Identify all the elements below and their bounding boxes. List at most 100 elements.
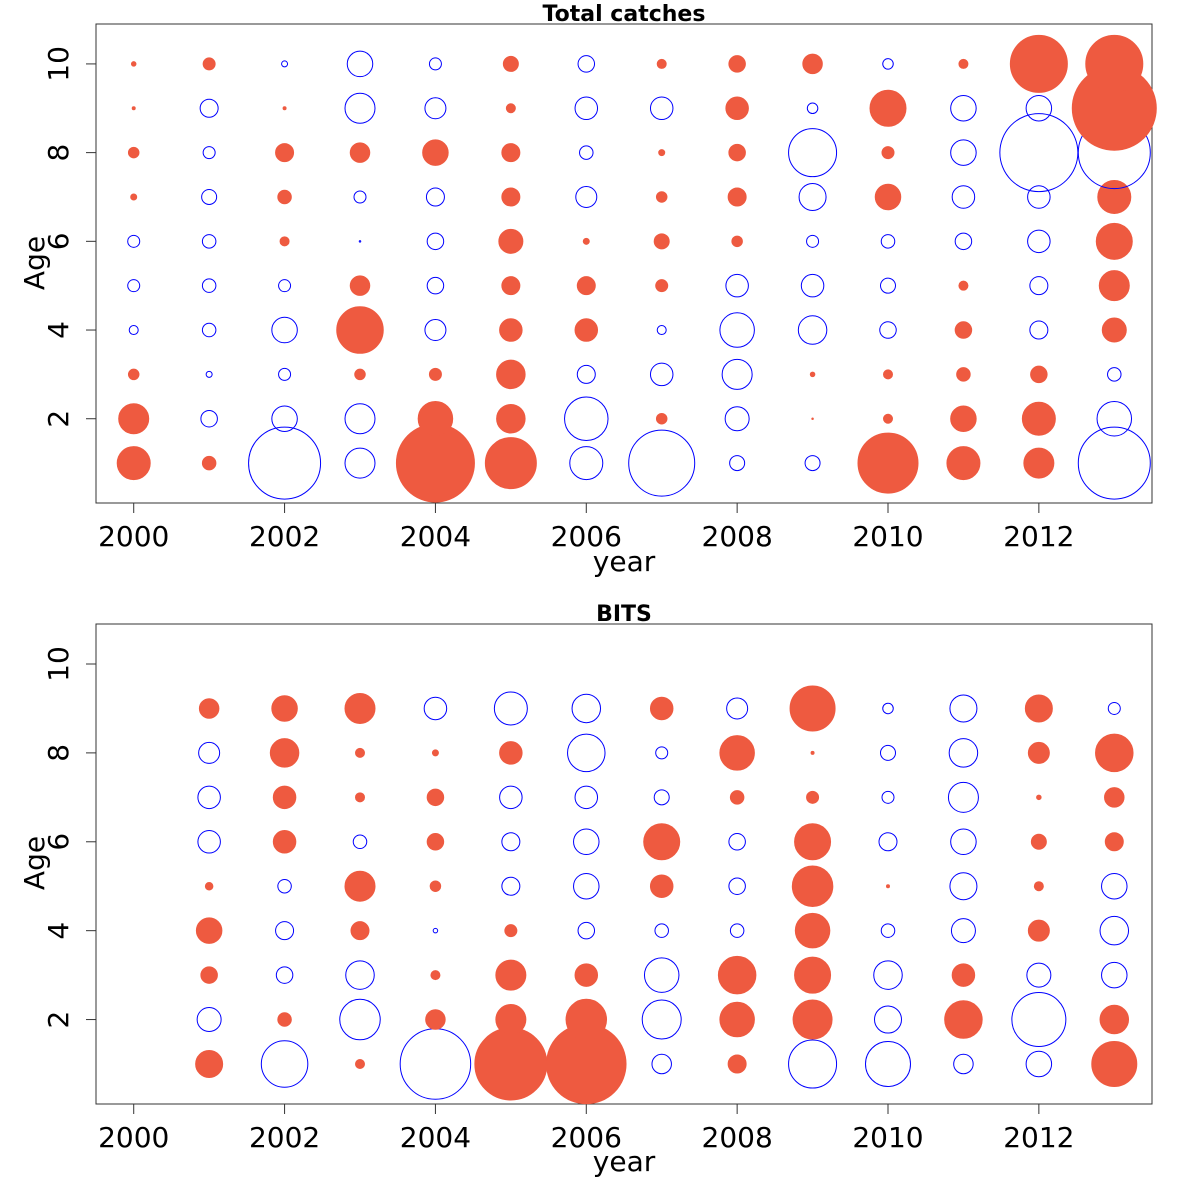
x-tick-label: 2008	[702, 520, 773, 553]
x-tick-label: 2010	[852, 1121, 923, 1154]
x-tick-label: 2006	[551, 1121, 622, 1154]
positive-residual-bubble	[496, 403, 526, 434]
positive-residual-bubble	[202, 57, 216, 71]
negative-residual-bubble	[339, 998, 381, 1041]
negative-residual-bubble	[275, 966, 294, 984]
positive-residual-bubble	[869, 89, 907, 127]
x-tick-label: 2000	[98, 520, 169, 553]
positive-residual-bubble	[951, 963, 976, 987]
negative-residual-bubble	[949, 872, 978, 901]
negative-residual-bubble	[1027, 229, 1051, 254]
negative-residual-bubble	[729, 455, 746, 472]
negative-residual-bubble	[880, 923, 896, 938]
positive-residual-bubble	[806, 790, 820, 804]
positive-residual-bubble	[195, 1050, 224, 1078]
positive-residual-bubble	[201, 455, 217, 471]
negative-residual-bubble	[719, 312, 755, 348]
negative-residual-bubble	[501, 876, 521, 896]
negative-residual-bubble	[953, 1053, 974, 1075]
negative-residual-bubble	[358, 240, 362, 243]
positive-residual-bubble	[789, 685, 836, 732]
negative-residual-bubble	[571, 693, 602, 724]
positive-residual-bubble	[1027, 919, 1050, 942]
x-tick-label: 2004	[400, 1121, 471, 1154]
x-tick-label: 2010	[852, 520, 923, 553]
positive-residual-bubble	[1030, 365, 1048, 384]
negative-residual-bubble	[574, 96, 599, 121]
negative-residual-bubble	[344, 447, 376, 479]
negative-residual-bubble	[874, 1005, 902, 1034]
negative-residual-bubble	[641, 999, 682, 1040]
y-tick-label: 4	[42, 922, 75, 940]
positive-residual-bubble	[643, 823, 681, 861]
negative-residual-bubble	[425, 187, 445, 207]
positive-residual-bubble	[417, 400, 454, 437]
positive-residual-bubble	[958, 280, 969, 291]
negative-residual-bubble	[199, 98, 219, 118]
negative-residual-bubble	[352, 834, 368, 850]
positive-residual-bubble	[430, 970, 441, 981]
x-axis-label: year	[593, 1145, 656, 1178]
positive-residual-bubble	[729, 790, 745, 805]
positive-residual-bubble	[195, 917, 223, 944]
negative-residual-bubble	[880, 277, 896, 294]
negative-residual-bubble	[501, 832, 521, 852]
plot-frame	[95, 23, 1153, 504]
negative-residual-bubble	[344, 92, 376, 124]
negative-residual-bubble	[788, 128, 838, 178]
negative-residual-bubble	[127, 234, 141, 248]
negative-residual-bubble	[797, 315, 828, 345]
negative-residual-bubble	[1099, 915, 1130, 946]
negative-residual-bubble	[345, 960, 375, 990]
positive-residual-bubble	[272, 830, 297, 854]
negative-residual-bubble	[271, 316, 298, 344]
positive-residual-bubble	[717, 955, 757, 995]
x-tick-label: 2004	[400, 520, 471, 553]
negative-residual-bubble	[423, 696, 448, 721]
negative-residual-bubble	[655, 746, 669, 760]
positive-residual-bubble	[1085, 34, 1144, 93]
positive-residual-bubble	[954, 321, 973, 339]
negative-residual-bubble	[248, 426, 322, 500]
negative-residual-bubble	[649, 96, 674, 121]
negative-residual-bubble	[728, 833, 746, 851]
positive-residual-bubble	[422, 139, 449, 166]
positive-residual-bubble	[355, 792, 365, 803]
negative-residual-bubble	[197, 785, 221, 810]
positive-residual-bubble	[725, 96, 749, 121]
positive-residual-bubble	[279, 236, 290, 247]
positive-residual-bubble	[956, 367, 971, 382]
negative-residual-bubble	[1029, 276, 1049, 296]
negative-residual-bubble	[573, 828, 600, 856]
negative-residual-bubble	[198, 741, 221, 764]
positive-residual-bubble	[501, 187, 521, 207]
negative-residual-bubble	[951, 185, 976, 209]
negative-residual-bubble	[277, 878, 292, 894]
negative-residual-bubble	[721, 358, 753, 390]
positive-residual-bubble	[130, 61, 137, 67]
negative-residual-bubble	[573, 872, 600, 900]
negative-residual-bubble	[949, 694, 978, 723]
positive-residual-bubble	[883, 413, 893, 424]
positive-residual-bubble	[198, 698, 220, 719]
x-axis-label: year	[593, 545, 656, 578]
negative-residual-bubble	[878, 832, 898, 852]
negative-residual-bubble	[278, 279, 292, 293]
y-tick-label: 10	[42, 646, 75, 682]
bits-panel: BITS 2000 2002 2004 2006 2008 2010 2012246810 …	[18, 602, 1153, 1178]
y-tick-label: 10	[42, 46, 75, 82]
positive-residual-bubble	[655, 191, 668, 203]
positive-residual-bubble	[498, 228, 524, 254]
positive-residual-bubble	[344, 870, 376, 902]
positive-residual-bubble	[496, 359, 526, 390]
positive-residual-bubble	[728, 143, 746, 162]
positive-residual-bubble	[794, 912, 831, 949]
positive-residual-bubble	[719, 1001, 755, 1038]
positive-residual-bubble	[802, 53, 823, 75]
negative-residual-bubble	[201, 278, 217, 293]
positive-residual-bubble	[501, 143, 521, 163]
y-tick-label: 8	[42, 744, 75, 762]
negative-residual-bubble	[950, 828, 977, 856]
y-tick-label: 8	[42, 144, 75, 162]
positive-residual-bubble	[728, 55, 746, 73]
